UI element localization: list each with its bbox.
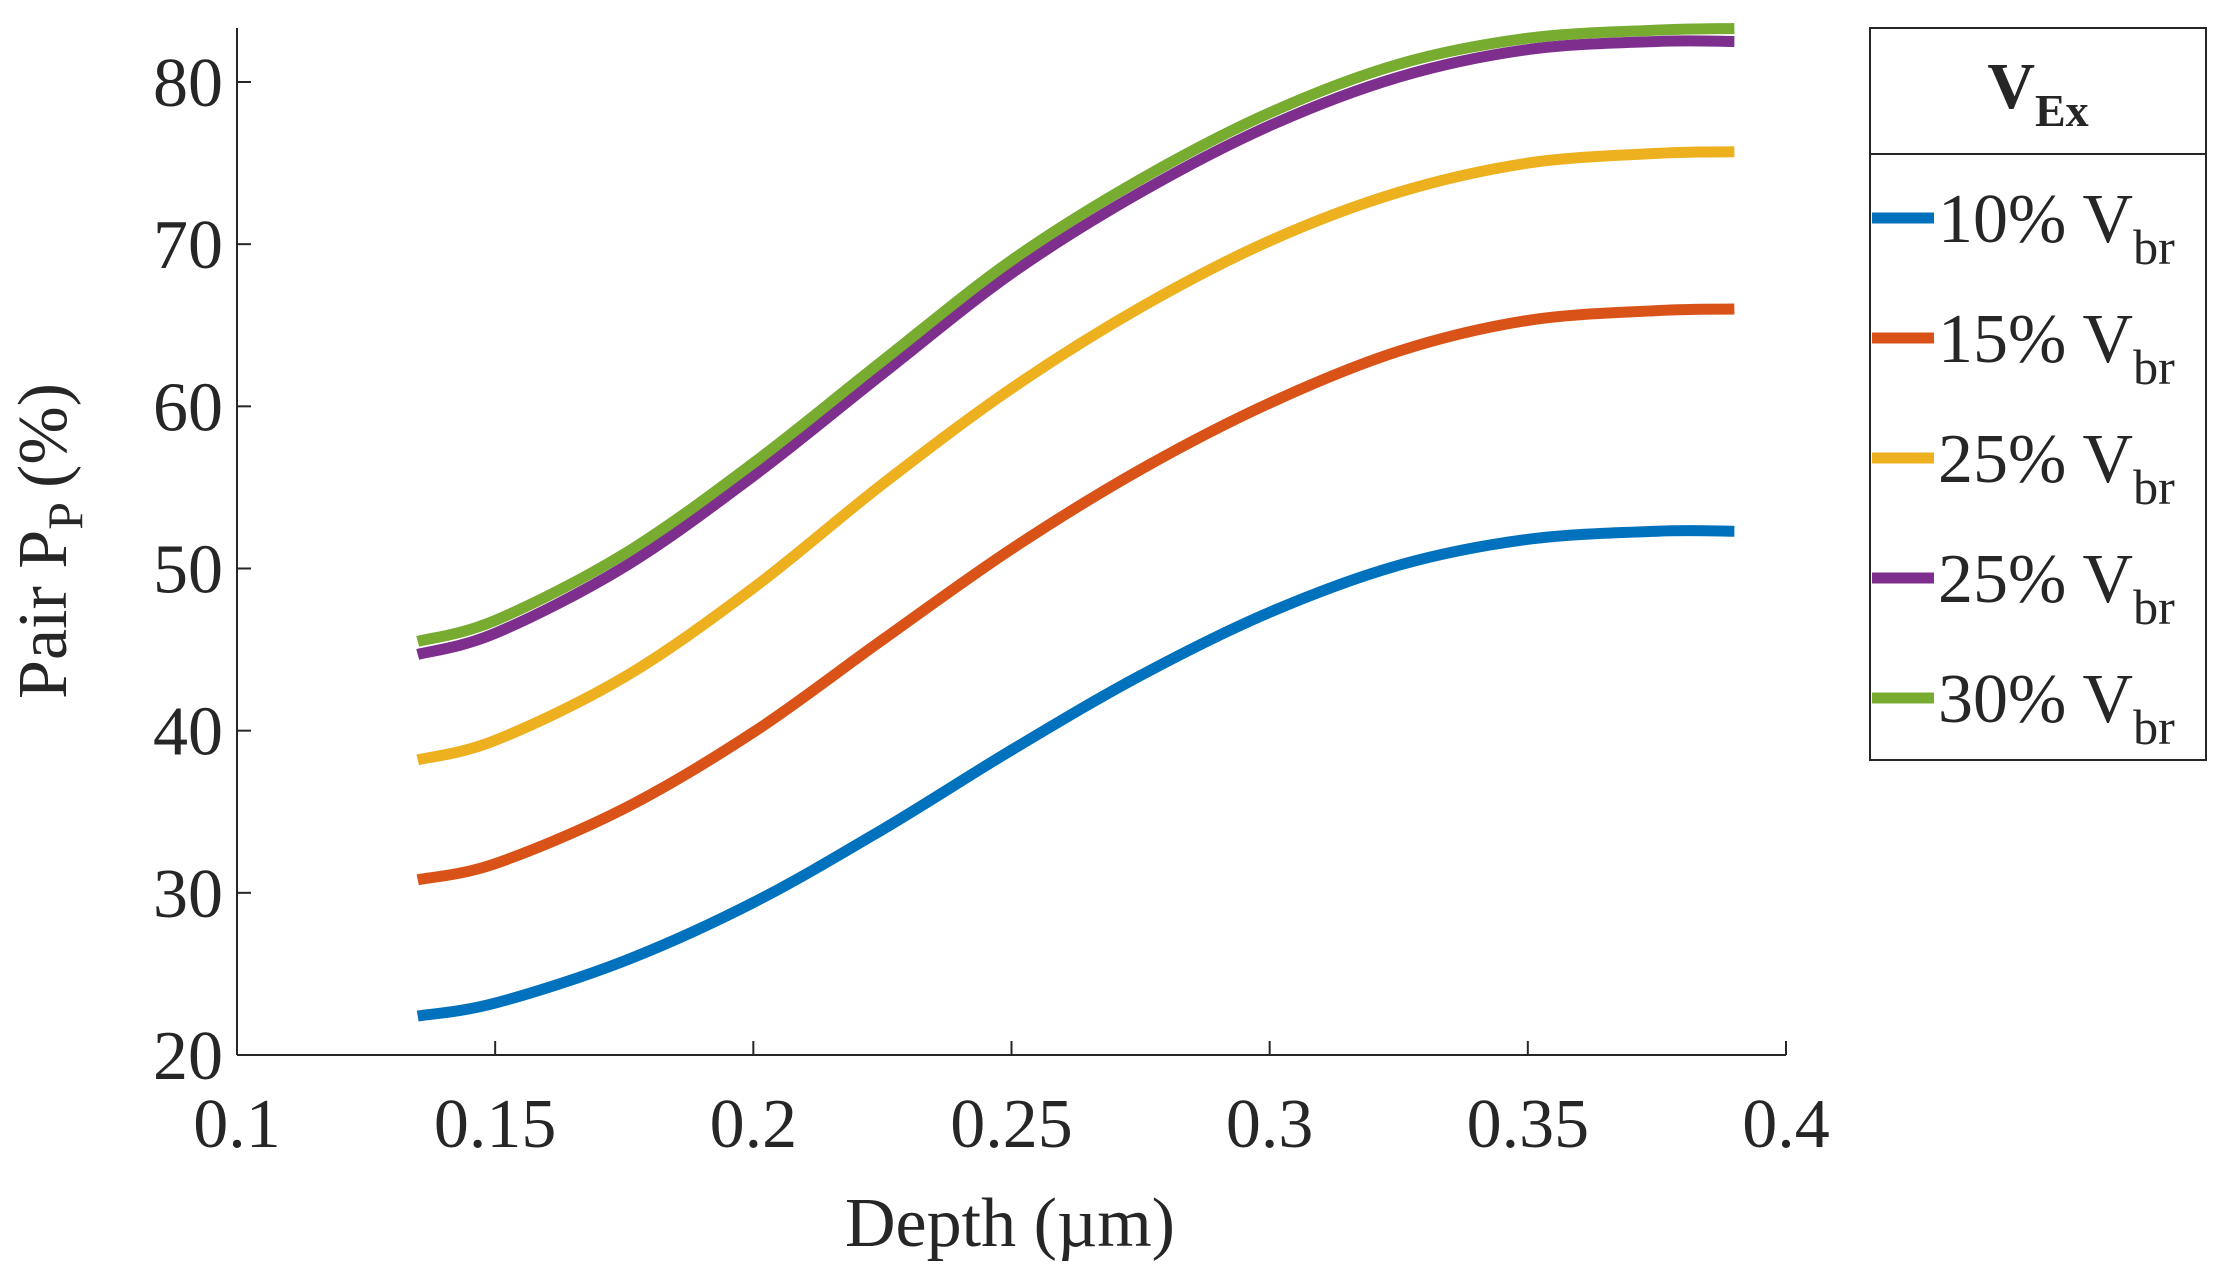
legend-entry-sub: br bbox=[2133, 219, 2175, 275]
legend-box bbox=[1869, 27, 2207, 761]
y-tick-label: 60 bbox=[153, 369, 223, 446]
y-axis-label-base: Pair P bbox=[5, 530, 82, 699]
legend-entry-base: 15% V bbox=[1938, 301, 2133, 378]
x-tick-label: 0.15 bbox=[434, 1086, 557, 1163]
y-axis-label-unit: (%) bbox=[5, 383, 82, 488]
series bbox=[416, 22, 1735, 1022]
series-line-2 bbox=[416, 303, 1735, 886]
legend-entry-sub: br bbox=[2133, 699, 2175, 755]
y-tick-label: 30 bbox=[153, 856, 223, 933]
legend-entry-base: 25% V bbox=[1938, 421, 2133, 498]
legend-entry-base: 25% V bbox=[1938, 541, 2133, 618]
svg-text:Pair PP(%): Pair PP (%) bbox=[5, 383, 93, 699]
x-tick-label: 0.1 bbox=[193, 1086, 281, 1163]
x-tick-label: 0.3 bbox=[1226, 1086, 1314, 1163]
y-ticks: 20 30 40 50 60 70 80 bbox=[153, 45, 251, 1095]
x-tick-label: 0.35 bbox=[1467, 1086, 1590, 1163]
x-tick-label: 0.4 bbox=[1742, 1086, 1830, 1163]
y-tick-label: 70 bbox=[153, 207, 223, 284]
legend-entry-sub: br bbox=[2133, 459, 2175, 515]
series-line-1 bbox=[416, 525, 1735, 1022]
y-axis-label: Pair PP (%) bbox=[5, 383, 93, 699]
legend-title-base: V bbox=[1987, 50, 2035, 123]
y-tick-label: 20 bbox=[153, 1018, 223, 1095]
legend-entry-sub: br bbox=[2133, 579, 2175, 635]
y-tick-label: 50 bbox=[153, 532, 223, 609]
legend-entry-5: 30% Vbr bbox=[1938, 661, 2175, 755]
y-tick-label: 80 bbox=[153, 45, 223, 122]
series-line-3 bbox=[416, 146, 1735, 766]
legend-entry-base: 10% V bbox=[1938, 181, 2133, 258]
legend-entry-sub: br bbox=[2133, 339, 2175, 395]
x-tick-label: 0.2 bbox=[710, 1086, 798, 1163]
legend-entry-1: 10% Vbr bbox=[1938, 181, 2175, 275]
x-ticks: 0.1 0.15 0.2 0.25 0.3 0.35 0.4 bbox=[193, 1041, 1830, 1163]
legend-entry-3: 25% Vbr bbox=[1938, 421, 2175, 515]
legend-entry-4: 25% Vbr bbox=[1938, 541, 2175, 635]
legend-entry-base: 30% V bbox=[1938, 661, 2133, 738]
y-tick-label: 40 bbox=[153, 694, 223, 771]
x-axis-label: Depth (µm) bbox=[845, 1185, 1175, 1262]
legend-title-sub: Ex bbox=[2035, 85, 2089, 136]
series-line-5 bbox=[416, 22, 1735, 647]
series-line-4 bbox=[416, 35, 1735, 660]
y-axis-label-sub: P bbox=[37, 502, 93, 530]
legend-title: VEx bbox=[1987, 50, 2088, 136]
x-tick-label: 0.25 bbox=[950, 1086, 1073, 1163]
legend-entry-2: 15% Vbr bbox=[1938, 301, 2175, 395]
